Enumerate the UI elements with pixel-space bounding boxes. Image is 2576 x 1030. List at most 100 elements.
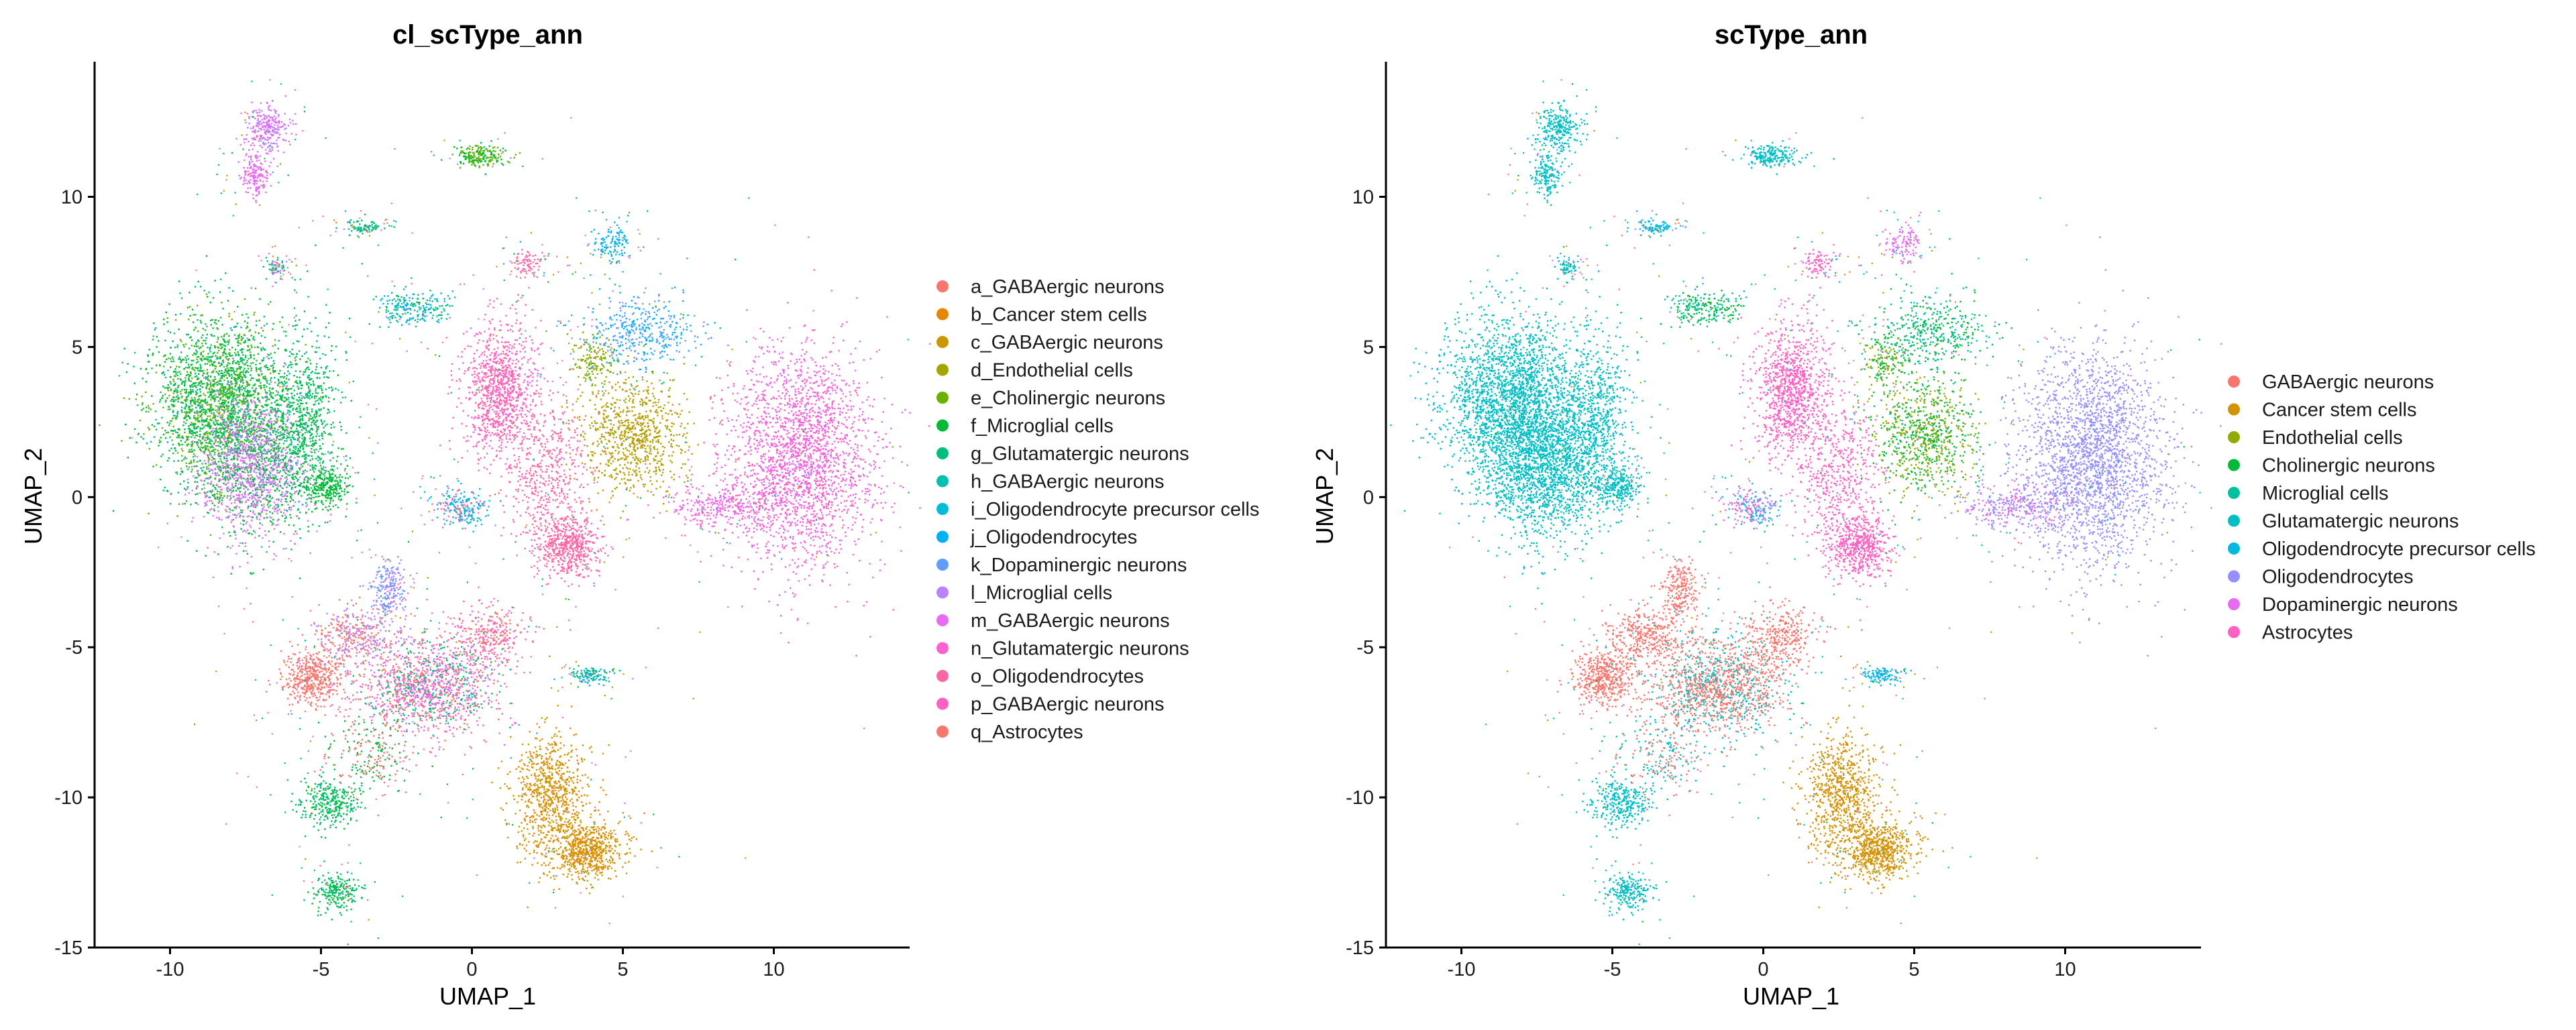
cell-point — [309, 359, 311, 361]
cell-point — [178, 371, 180, 372]
cell-point — [237, 345, 239, 346]
cell-point — [205, 398, 206, 400]
cell-point — [121, 440, 122, 441]
cell-point — [207, 404, 208, 406]
cell-point — [248, 358, 250, 359]
cell-point — [195, 481, 196, 482]
cell-point — [314, 414, 315, 415]
cell-point — [190, 403, 191, 404]
cell-point — [197, 435, 198, 436]
cell-point — [214, 437, 215, 438]
cell-point — [244, 390, 246, 392]
cell-point — [268, 358, 270, 359]
cell-point — [197, 339, 199, 341]
cell-point — [220, 279, 221, 280]
cell-point — [264, 389, 266, 390]
cell-point — [209, 349, 211, 350]
cell-point — [155, 327, 156, 329]
cell-point — [232, 363, 233, 364]
cell-point — [156, 346, 157, 347]
cell-point — [286, 382, 287, 383]
cell-point — [143, 408, 144, 409]
cell-point — [202, 335, 203, 336]
cell-point — [167, 460, 168, 461]
cell-point — [186, 359, 187, 361]
cell-point — [207, 392, 209, 393]
cell-point — [210, 534, 211, 536]
cell-point — [251, 378, 252, 379]
cell-point — [213, 417, 214, 418]
cell-point — [223, 345, 225, 346]
cell-point — [167, 369, 168, 371]
cell-point — [191, 380, 192, 382]
cell-point — [229, 384, 230, 386]
cell-point — [129, 398, 130, 400]
cell-point — [223, 366, 225, 367]
cell-point — [203, 340, 204, 341]
cell-point — [268, 384, 270, 385]
cell-point — [192, 408, 193, 410]
cell-point — [197, 410, 198, 412]
cell-point — [199, 347, 200, 349]
cell-point — [203, 451, 204, 453]
cell-point — [283, 414, 284, 415]
cell-point — [123, 398, 125, 399]
cell-point — [274, 363, 275, 364]
cell-point — [229, 355, 231, 357]
cell-point — [158, 340, 159, 341]
cell-point — [264, 325, 265, 326]
cell-point — [160, 479, 161, 480]
cell-point — [254, 358, 255, 359]
cell-point — [262, 410, 264, 412]
cell-point — [186, 371, 188, 372]
cell-point — [225, 431, 227, 433]
cell-point — [258, 392, 259, 394]
cell-point — [214, 376, 215, 378]
left-scatter-points — [99, 79, 930, 949]
cell-point — [189, 411, 191, 412]
cell-point — [165, 400, 166, 401]
cell-point — [206, 326, 207, 327]
cell-point — [184, 368, 185, 369]
cell-point — [166, 359, 167, 360]
cell-point — [193, 449, 195, 451]
cell-point — [177, 413, 178, 414]
cell-point — [208, 465, 209, 466]
cell-point — [170, 367, 171, 368]
cell-point — [211, 412, 212, 414]
cell-point — [193, 435, 194, 436]
cell-point — [207, 477, 208, 479]
cell-point — [197, 445, 198, 446]
cell-point — [285, 335, 286, 337]
cell-point — [191, 360, 193, 361]
cell-point — [178, 436, 179, 437]
cell-point — [257, 404, 258, 406]
cell-point — [281, 455, 282, 456]
cell-point — [134, 352, 136, 353]
cell-point — [233, 393, 235, 394]
cell-point — [189, 451, 191, 453]
cell-point — [258, 333, 260, 334]
cell-point — [174, 430, 175, 431]
cell-point — [269, 390, 270, 392]
cell-point — [217, 339, 219, 340]
cell-point — [264, 477, 265, 478]
cell-point — [146, 443, 148, 444]
cell-point — [215, 405, 217, 406]
cell-point — [197, 319, 198, 321]
cell-point — [207, 334, 208, 335]
cell-point — [311, 511, 313, 512]
cell-point — [180, 440, 182, 441]
cell-point — [222, 400, 223, 401]
cell-point — [216, 411, 217, 412]
cell-point — [292, 435, 293, 436]
cell-point — [233, 388, 235, 390]
cell-point — [280, 431, 281, 433]
cell-point — [191, 410, 193, 412]
cell-point — [222, 373, 223, 374]
cell-point — [276, 390, 277, 392]
cell-point — [188, 363, 189, 365]
cell-point — [170, 332, 171, 333]
cell-point — [180, 393, 181, 394]
cell-point — [228, 287, 229, 288]
